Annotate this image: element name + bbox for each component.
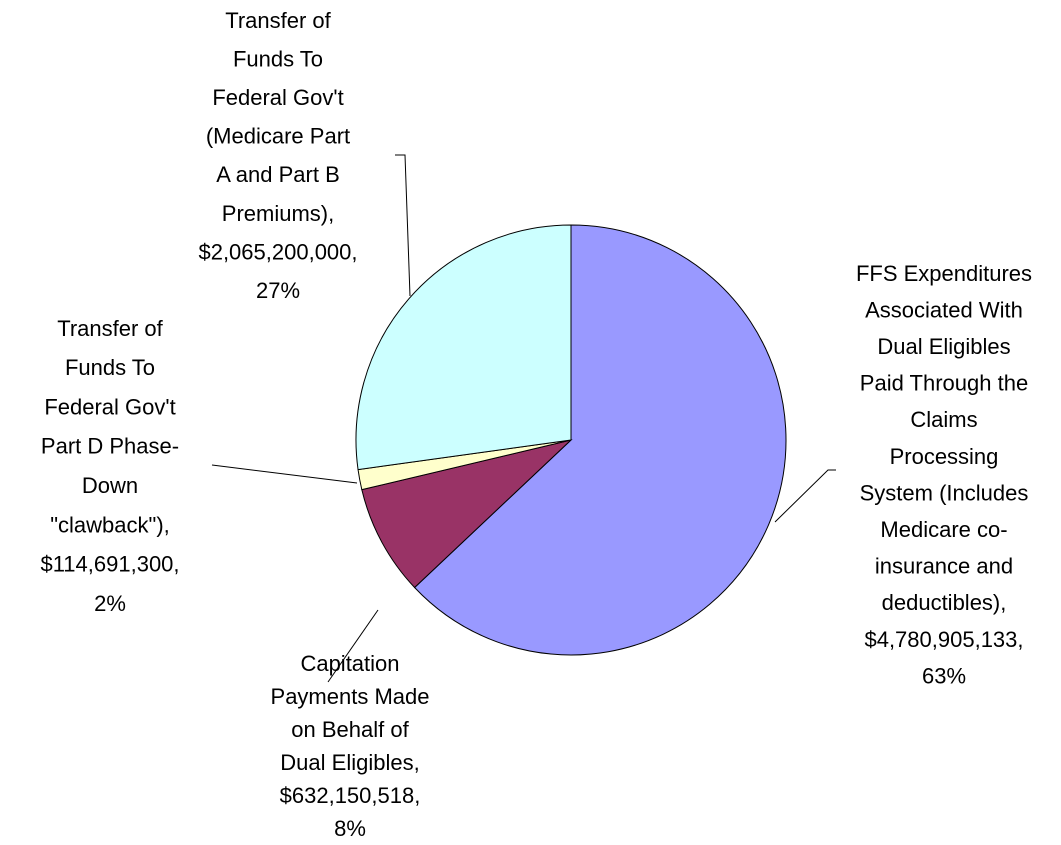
slice-label: deductibles), bbox=[882, 590, 1007, 615]
value-label: $632,150,518, bbox=[280, 783, 421, 808]
percentage-label: 63% bbox=[922, 663, 966, 688]
slice-label: Federal Gov't bbox=[44, 394, 175, 419]
slice-label: Transfer of bbox=[225, 8, 331, 33]
slice-label: Part D Phase- bbox=[41, 434, 179, 459]
slice-label: (Medicare Part bbox=[206, 124, 350, 149]
slice-label: Capitation bbox=[300, 651, 399, 676]
slice-label: on Behalf of bbox=[291, 717, 409, 742]
pie-slice bbox=[355, 224, 572, 471]
slice-label: Associated With bbox=[865, 297, 1023, 322]
slice-label: System (Includes bbox=[860, 480, 1029, 505]
percentage-label: 2% bbox=[94, 591, 126, 616]
value-label: $114,691,300, bbox=[40, 552, 179, 577]
slice-label: Funds To bbox=[233, 46, 323, 71]
slice-label: Dual Eligibles bbox=[877, 334, 1010, 359]
slice-label: Processing bbox=[890, 444, 999, 469]
slice-label: Claims bbox=[910, 407, 977, 432]
slice-label: Premiums), bbox=[222, 201, 334, 226]
slice-label: Dual Eligibles, bbox=[280, 750, 419, 775]
slice-label: Payments Made bbox=[271, 684, 430, 709]
pie-slice bbox=[361, 439, 573, 589]
value-label: $4,780,905,133, bbox=[864, 627, 1023, 652]
slice-label: Funds To bbox=[65, 355, 155, 380]
slice-label: Down bbox=[82, 473, 138, 498]
slice-label: A and Part B bbox=[216, 162, 340, 187]
slice-label: insurance and bbox=[875, 554, 1013, 579]
leader-line bbox=[774, 469, 836, 523]
slice-label: Medicare co- bbox=[880, 517, 1007, 542]
slice-label: Paid Through the bbox=[860, 371, 1028, 396]
slice-label: FFS Expenditures bbox=[856, 261, 1032, 286]
pie-slice bbox=[413, 224, 787, 656]
slice-label: "clawback"), bbox=[50, 512, 170, 537]
leader-line bbox=[211, 464, 358, 484]
leader-line bbox=[327, 609, 379, 683]
percentage-label: 8% bbox=[334, 816, 366, 840]
slice-label: Federal Gov't bbox=[212, 85, 343, 110]
value-label: $2,065,200,000, bbox=[198, 239, 357, 264]
leader-line bbox=[395, 154, 411, 297]
slice-label: Transfer of bbox=[57, 316, 163, 341]
percentage-label: 27% bbox=[256, 278, 300, 303]
